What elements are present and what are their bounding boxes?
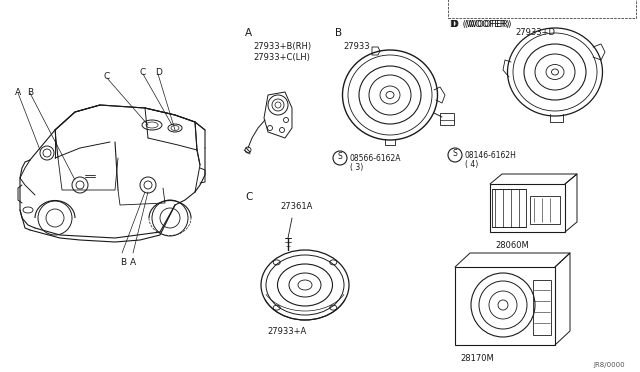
Text: C: C <box>103 72 109 81</box>
Text: D  (WOOFER): D (WOOFER) <box>450 20 509 29</box>
Text: 27361A: 27361A <box>280 202 312 211</box>
Text: 27933+B(RH): 27933+B(RH) <box>253 42 311 51</box>
Bar <box>530 196 560 224</box>
Text: C: C <box>245 192 252 202</box>
Text: D: D <box>450 20 458 29</box>
Text: 27933: 27933 <box>343 42 370 51</box>
Text: D: D <box>155 68 162 77</box>
Text: 27933+C(LH): 27933+C(LH) <box>253 53 310 62</box>
Text: 08146-6162H: 08146-6162H <box>465 151 517 160</box>
Text: 08566-6162A: 08566-6162A <box>350 154 401 163</box>
Text: 28170M: 28170M <box>460 354 493 363</box>
Text: A: A <box>245 28 252 38</box>
Text: S: S <box>452 148 458 157</box>
Text: 27933+A: 27933+A <box>268 327 307 336</box>
Text: 28060M: 28060M <box>495 241 529 250</box>
Text: A: A <box>130 258 136 267</box>
Bar <box>492 189 526 227</box>
Text: S: S <box>338 151 342 160</box>
Text: ( 3): ( 3) <box>350 163 364 172</box>
Bar <box>490 184 565 232</box>
Text: C: C <box>140 68 147 77</box>
Bar <box>440 113 454 125</box>
Text: ( 4): ( 4) <box>465 160 478 169</box>
Text: A: A <box>15 88 21 97</box>
Text: 27933+D: 27933+D <box>515 28 555 37</box>
Text: D  (WOOFER): D (WOOFER) <box>452 20 511 29</box>
Text: B: B <box>27 88 33 97</box>
Bar <box>533 280 551 335</box>
Text: JR8/0000: JR8/0000 <box>593 362 625 368</box>
Text: B: B <box>120 258 126 267</box>
Text: B: B <box>335 28 342 38</box>
Bar <box>448 0 636 18</box>
